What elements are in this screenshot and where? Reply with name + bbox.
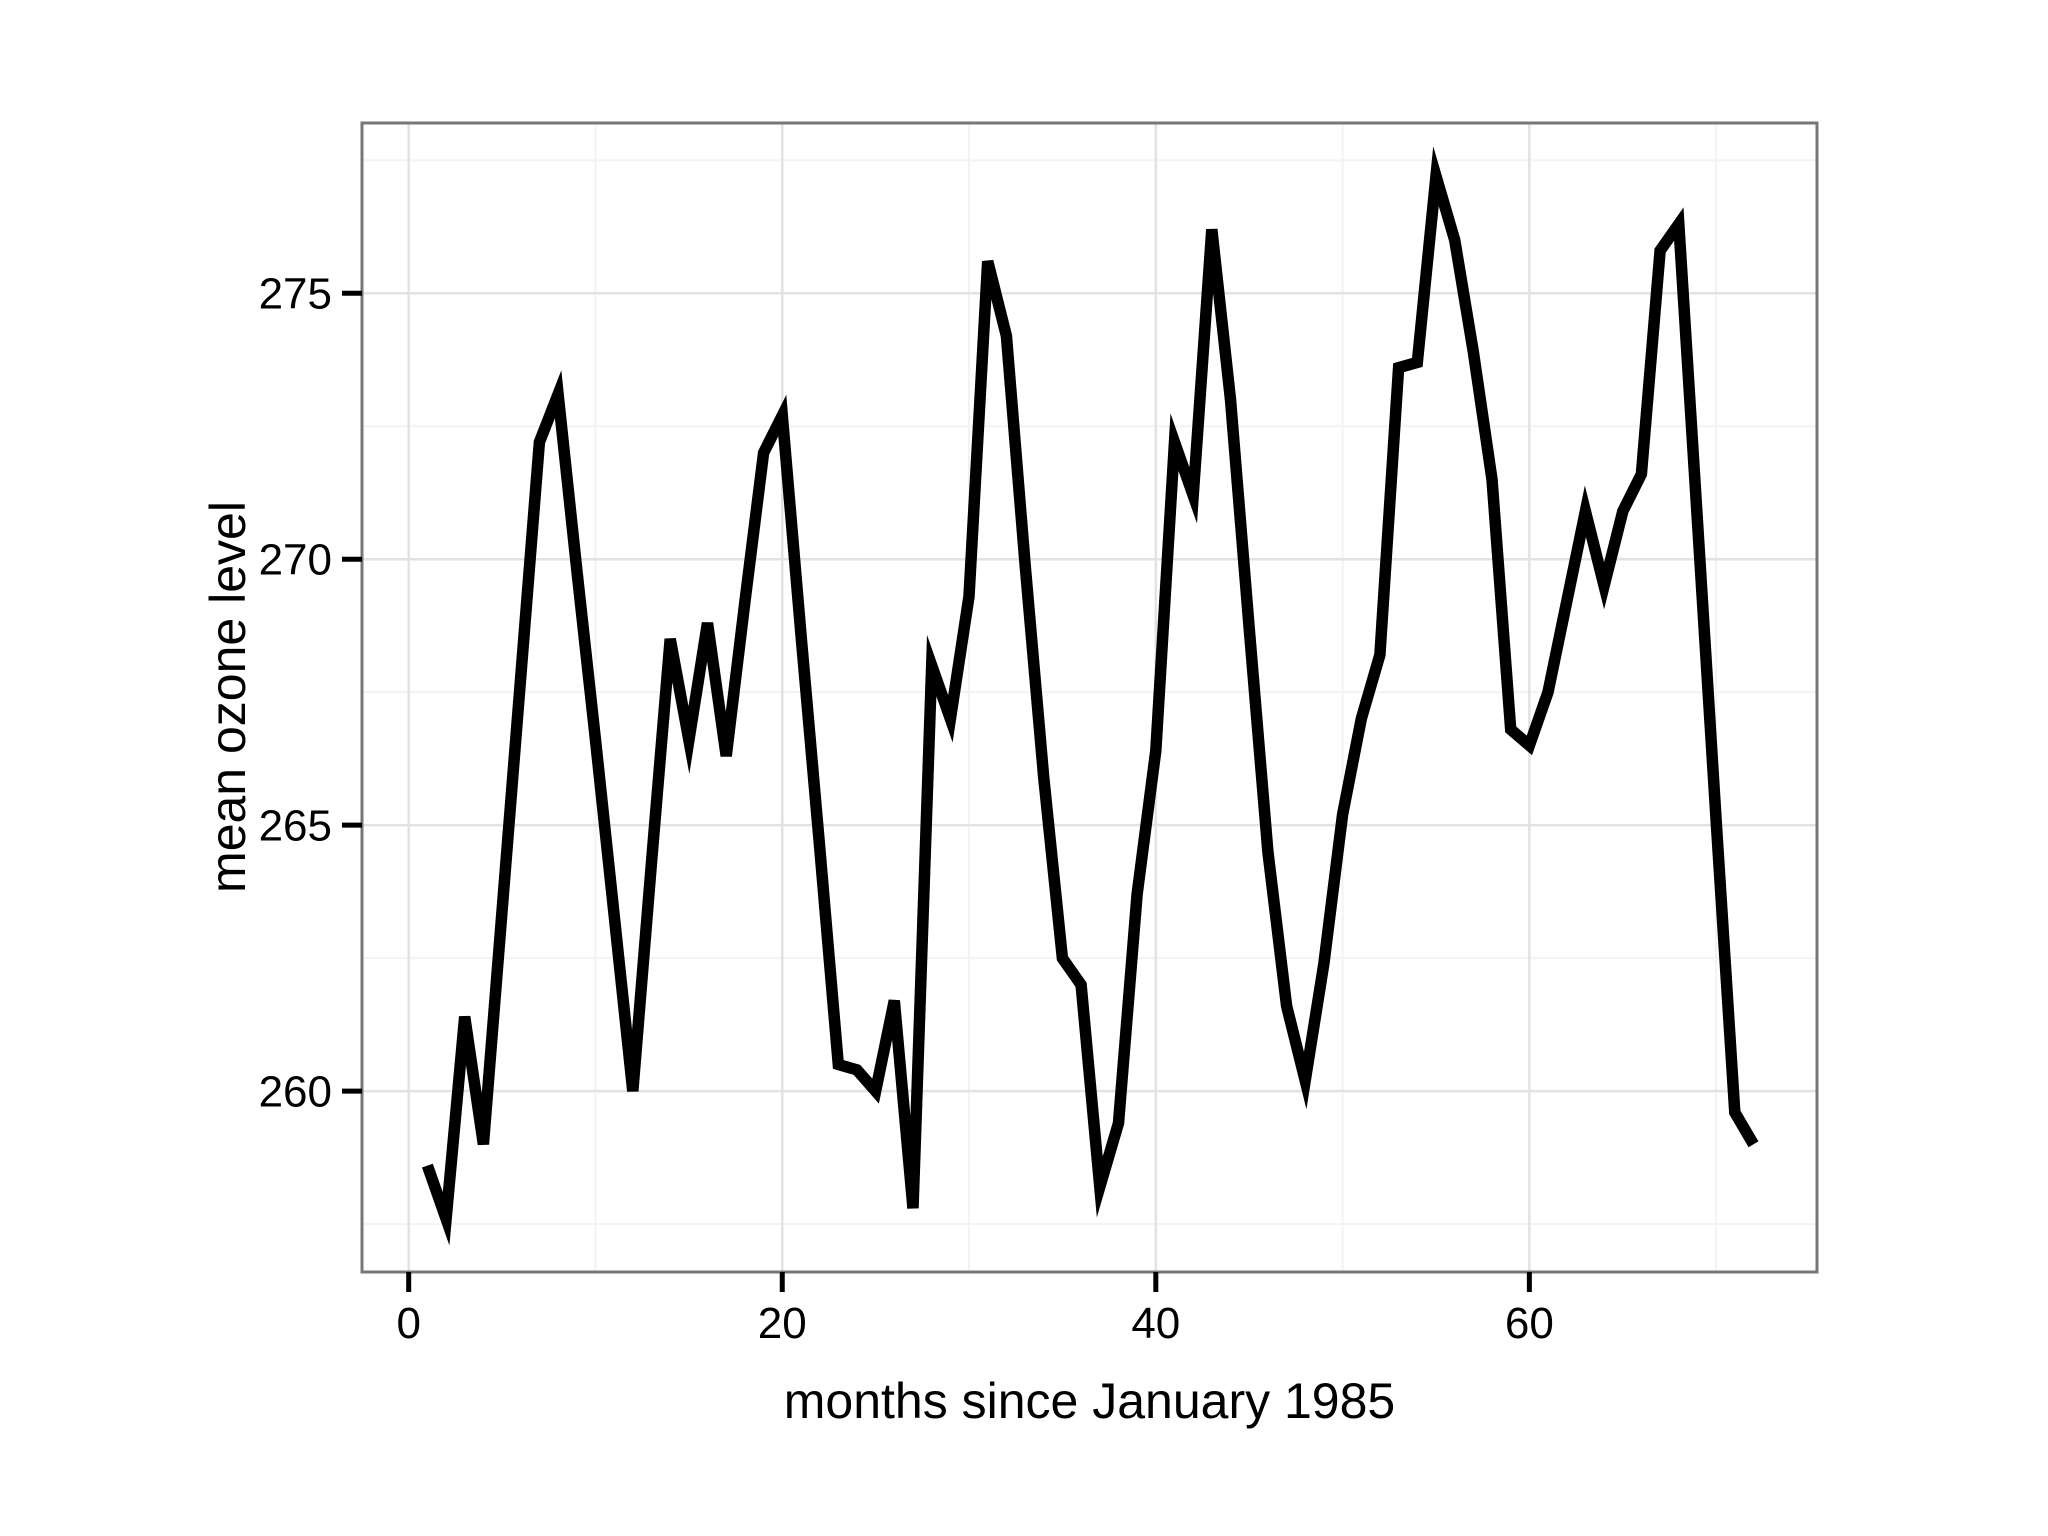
y-tick-label-260: 260 [259, 1068, 332, 1117]
x-tick-label-0: 0 [396, 1299, 420, 1348]
y-axis-title: mean ozone level [200, 501, 256, 893]
y-tick-label-270: 270 [259, 536, 332, 585]
y-tick-label-275: 275 [259, 270, 332, 319]
ozone-series-line [421, 146, 1759, 1246]
panel-border [360, 121, 1819, 1274]
x-tick-label-40: 40 [1131, 1299, 1180, 1348]
x-tick-label-20: 20 [758, 1299, 807, 1348]
x-tick-label-60: 60 [1505, 1299, 1554, 1348]
y-tick-label-265: 265 [259, 802, 332, 851]
x-axis-title: months since January 1985 [783, 1373, 1396, 1429]
